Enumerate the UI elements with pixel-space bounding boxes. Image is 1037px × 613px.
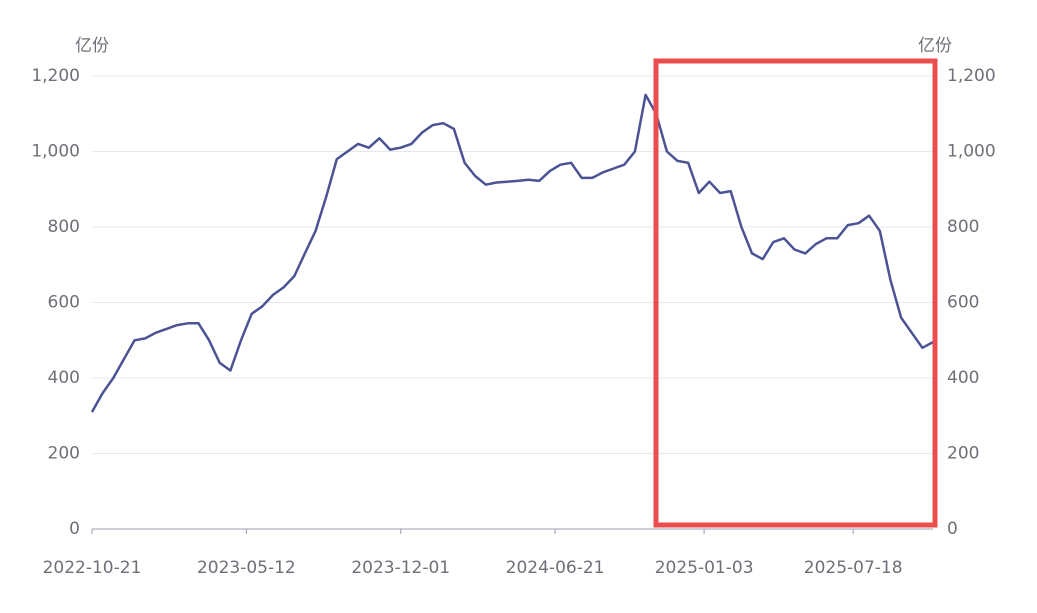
x-tick-label: 2022-10-21 [43,558,142,578]
data-line [90,93,934,413]
x-tick-label: 2025-07-18 [804,558,903,578]
y-tick-label: 1,200 [31,66,80,86]
y-tick-label: 800 [48,217,80,237]
y-tick-label: 400 [48,368,80,388]
y2-tick-label: 600 [947,293,979,313]
x-tick-label: 2023-05-12 [197,558,296,578]
y2-tick-label: 800 [947,217,979,237]
x-tick-label: 2024-06-21 [506,558,605,578]
x-tick-label: 2025-01-03 [655,558,754,578]
y2-tick-label: 1,200 [947,66,996,86]
y2-tick-label: 400 [947,368,979,388]
y2-axis-label: 亿份 [918,36,952,56]
y2-tick-label: 0 [947,519,958,539]
y-tick-label: 600 [48,293,80,313]
highlight-box [653,58,938,528]
y-tick-label: 200 [48,444,80,464]
y2-tick-label: 1,000 [947,142,996,162]
x-tick-label: 2023-12-01 [351,558,450,578]
y-tick-label: 1,000 [31,142,80,162]
y2-tick-label: 200 [947,444,979,464]
y-tick-label: 0 [69,519,80,539]
y-axis-label: 亿份 [75,36,109,56]
